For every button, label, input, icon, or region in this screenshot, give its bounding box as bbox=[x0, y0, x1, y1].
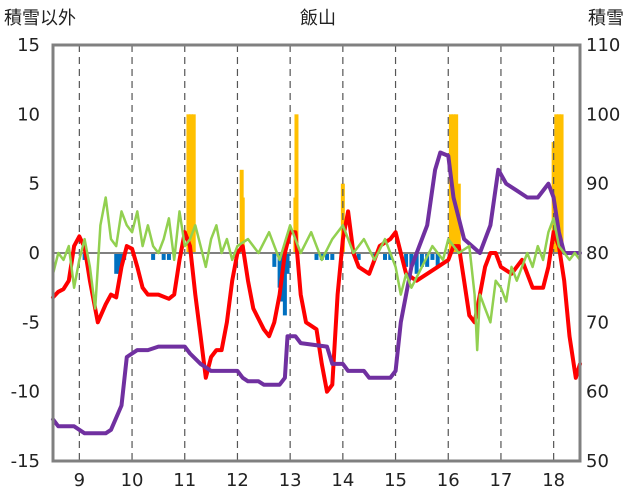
bar-blue bbox=[404, 253, 409, 267]
bar-orange bbox=[559, 114, 564, 253]
left-tick-label: -5 bbox=[22, 312, 40, 333]
bar-orange bbox=[294, 114, 299, 253]
bar-blue bbox=[285, 253, 290, 274]
x-tick-label: 16 bbox=[437, 470, 460, 491]
left-tick-label: 0 bbox=[29, 243, 40, 264]
left-tick-label: -10 bbox=[11, 382, 40, 403]
bar-blue bbox=[151, 253, 156, 260]
bar-orange bbox=[189, 114, 194, 253]
bar-blue bbox=[325, 253, 330, 260]
right-tick-label: 80 bbox=[586, 243, 609, 264]
bar-blue bbox=[314, 253, 319, 260]
bar-orange bbox=[293, 197, 298, 253]
series-layer bbox=[51, 150, 582, 436]
plot-frame bbox=[51, 43, 582, 463]
bar-blue bbox=[282, 253, 287, 316]
left-tick-label: 10 bbox=[17, 104, 40, 125]
bar-blue bbox=[419, 253, 424, 267]
right-tick-label: 60 bbox=[586, 382, 609, 403]
bar-blue bbox=[425, 253, 430, 267]
right-tick-label: 50 bbox=[586, 451, 609, 472]
bar-blue bbox=[409, 253, 414, 267]
x-tick-label: 12 bbox=[226, 470, 249, 491]
x-tick-label: 11 bbox=[173, 470, 196, 491]
x-tick-label: 13 bbox=[279, 470, 302, 491]
x-tick-label: 14 bbox=[331, 470, 354, 491]
bar-orange bbox=[240, 197, 245, 253]
right-tick-label: 110 bbox=[586, 35, 620, 56]
bar-blue bbox=[166, 253, 171, 260]
bar-blue bbox=[388, 253, 393, 260]
bar-orange bbox=[554, 114, 559, 253]
bar-orange bbox=[556, 114, 561, 253]
bar-orange bbox=[186, 114, 191, 253]
left-tick-label: 15 bbox=[17, 35, 40, 56]
bar-blue bbox=[414, 253, 419, 274]
x-tick-label: 18 bbox=[542, 470, 565, 491]
right-tick-label: 90 bbox=[586, 174, 609, 195]
bar-blue bbox=[161, 253, 166, 260]
left-tick-label: 5 bbox=[29, 174, 40, 195]
bar-blue bbox=[356, 253, 361, 260]
chart-title: 飯山 bbox=[300, 8, 336, 29]
series-line-green bbox=[51, 196, 582, 352]
left-axis-label: 積雪以外 bbox=[4, 8, 76, 29]
bar-blue bbox=[116, 253, 121, 274]
x-tick-label: 17 bbox=[489, 470, 512, 491]
x-tick-label: 9 bbox=[74, 470, 85, 491]
bar-blue bbox=[383, 253, 388, 260]
left-tick-label: -15 bbox=[11, 451, 40, 472]
bar-blue bbox=[272, 253, 277, 267]
right-axis-label: 積雪 bbox=[588, 8, 624, 29]
bar-blue bbox=[435, 253, 440, 267]
bar-blue bbox=[114, 253, 119, 274]
x-tick-label: 15 bbox=[384, 470, 407, 491]
right-tick-label: 100 bbox=[586, 104, 620, 125]
bar-blue bbox=[430, 253, 435, 260]
x-tick-label: 10 bbox=[121, 470, 144, 491]
bar-orange bbox=[191, 114, 196, 253]
right-tick-label: 70 bbox=[586, 312, 609, 333]
bar-orange bbox=[454, 114, 459, 253]
bar-blue bbox=[277, 253, 282, 288]
series-line-purple bbox=[51, 150, 582, 436]
bar-blue bbox=[330, 253, 335, 260]
series-line-red bbox=[51, 209, 582, 394]
